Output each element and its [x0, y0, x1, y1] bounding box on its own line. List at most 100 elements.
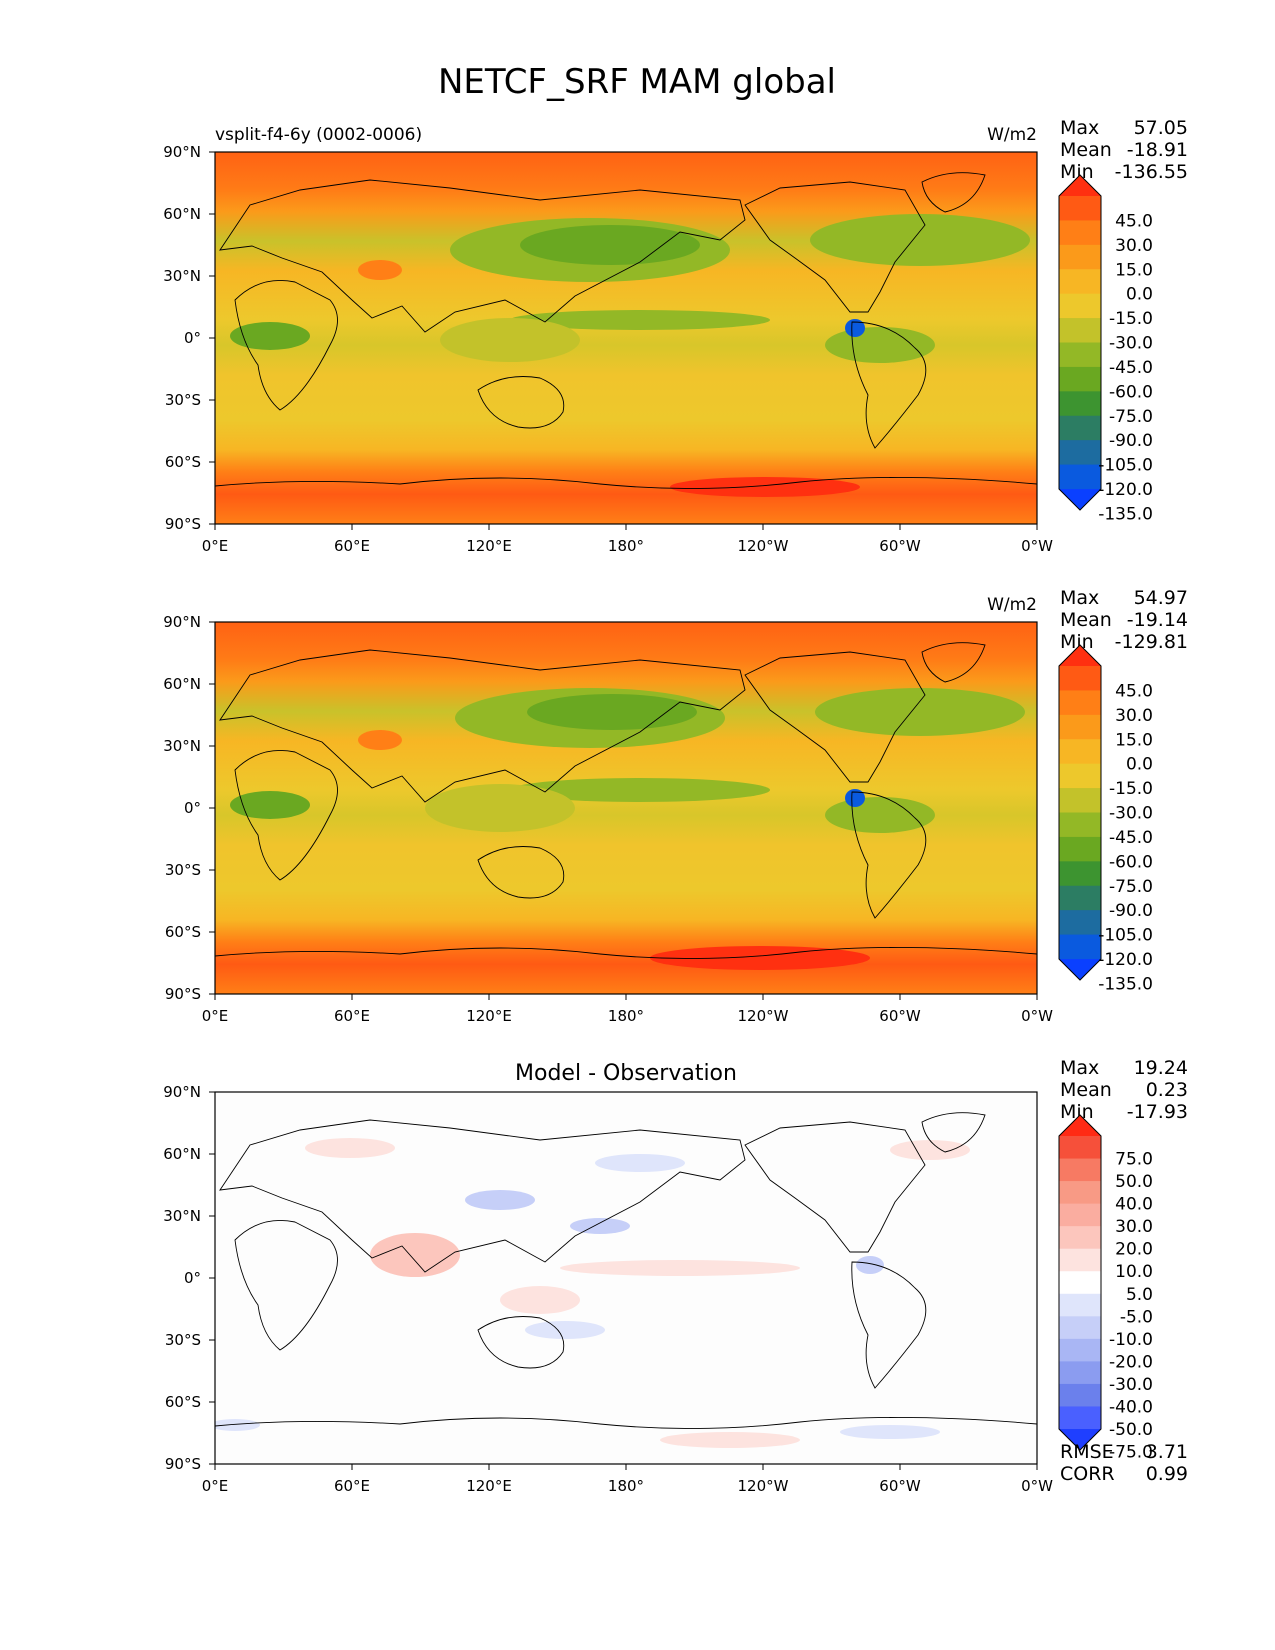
metric-value-corr: 0.99 — [1146, 1463, 1188, 1485]
colorbar-level-label: -135.0 — [1098, 974, 1153, 994]
colorbar-segment — [1059, 391, 1101, 417]
colorbar-level-label: -135.0 — [1098, 504, 1153, 524]
y-tick-label: 90°S — [165, 1455, 201, 1473]
coastline-australia — [477, 846, 565, 899]
stat-label-min: Min — [1060, 1101, 1094, 1123]
figure-title: NETCF_SRF MAM global — [438, 62, 836, 102]
colorbar-level-label: 15.0 — [1115, 260, 1153, 280]
colorbar-segment — [1059, 1226, 1101, 1250]
colorbar: 75.050.0 40.030.0 20.010.0 5.0-5.0 -10.0-20.… — [1058, 1114, 1153, 1463]
field-blob — [856, 1256, 884, 1274]
field-blob — [825, 797, 935, 833]
y-tick-label: 60°S — [165, 923, 201, 941]
stat-label-mean: Mean — [1060, 139, 1112, 161]
colorbar-segment — [1059, 1361, 1101, 1385]
x-tick-label: 60°E — [334, 1007, 370, 1025]
coastline-africa — [234, 280, 338, 411]
field-blob — [525, 1321, 605, 1339]
coastline-south-america — [851, 321, 927, 449]
colorbar-segment — [1059, 464, 1101, 490]
panel-center-title: Model - Observation — [515, 1061, 737, 1086]
field-blob — [890, 1140, 970, 1160]
colorbar: 45.0 30.0 15.0 0.0 -15.0 -30.0 -45.0 -60.0 -75.0… — [1058, 644, 1153, 994]
coastline-africa — [234, 750, 338, 881]
field-blob — [840, 1425, 940, 1439]
coastline-australia — [477, 1316, 565, 1369]
colorbar-segment — [1059, 293, 1101, 319]
x-tick-label: 60°W — [879, 537, 921, 555]
field-blob — [825, 327, 935, 363]
colorbar-level-label: 30.0 — [1115, 1217, 1153, 1237]
coastline-antarctica — [215, 947, 1037, 959]
x-tick-label: 60°W — [879, 1477, 921, 1495]
colorbar-segment — [1059, 1406, 1101, 1430]
colorbar-segment — [1059, 1248, 1101, 1272]
colorbar-outline — [1058, 644, 1102, 981]
stat-value-mean: -18.91 — [1127, 139, 1188, 161]
field-blob — [425, 784, 575, 832]
colorbar-level-label: -5.0 — [1120, 1307, 1153, 1327]
colorbar-level-label: -40.0 — [1109, 1397, 1153, 1417]
colorbar-level-label: -30.0 — [1109, 804, 1153, 824]
field-blob — [230, 322, 310, 350]
colorbar-level-label: -20.0 — [1109, 1352, 1153, 1372]
colorbar-level-label: 20.0 — [1115, 1240, 1153, 1260]
field-blob — [305, 1138, 395, 1158]
field-blob — [560, 1260, 800, 1276]
metric-label-corr: CORR — [1060, 1463, 1115, 1485]
colorbar-segment — [1059, 342, 1101, 368]
y-tick-label: 90°N — [163, 143, 201, 161]
stat-label-max: Max — [1060, 117, 1099, 139]
colorbar-level-label: -75.0 — [1109, 877, 1153, 897]
colorbar-level-label: -75.0 — [1109, 1443, 1153, 1463]
colorbar-level-label: 50.0 — [1115, 1172, 1153, 1192]
field-blob — [510, 778, 770, 802]
x-tick-label: 60°W — [879, 1007, 921, 1025]
colorbar-level-label: -45.0 — [1109, 358, 1153, 378]
colorbar-segment — [1059, 1293, 1101, 1317]
y-axis: 90°N 60°N 30°N 0° 30°S 60°S 90°S — [163, 1083, 215, 1473]
y-tick-label: 0° — [184, 799, 201, 817]
colorbar-extend-top — [1059, 1115, 1101, 1136]
metrics: RMSE 3.71 CORR 0.99 — [1060, 1441, 1188, 1485]
colorbar-extend-bottom — [1059, 959, 1101, 980]
colorbar-segment — [1059, 910, 1101, 936]
panel-difference: Model - Observation — [163, 1057, 1188, 1495]
coastlines — [215, 642, 1037, 959]
coastline-north-america — [744, 1121, 926, 1253]
colorbar-segment — [1059, 861, 1101, 887]
stat-value-min: -136.55 — [1115, 161, 1188, 183]
colorbar-level-label: -45.0 — [1109, 828, 1153, 848]
colorbar-level-label: 15.0 — [1115, 730, 1153, 750]
colorbar-level-label: 40.0 — [1115, 1195, 1153, 1215]
colorbar-segment — [1059, 318, 1101, 343]
y-tick-label: 30°S — [165, 861, 201, 879]
colorbar-segment — [1059, 788, 1101, 813]
colorbar-segment — [1059, 739, 1101, 765]
stats: Max 57.05 Mean -18.91 Min -136.55 — [1060, 117, 1188, 183]
stat-value-mean: -19.14 — [1127, 609, 1188, 631]
x-tick-label: 120°E — [466, 1007, 512, 1025]
colorbar-level-label: -60.0 — [1109, 382, 1153, 402]
panel-units: W/m2 — [987, 595, 1037, 615]
field-blob — [500, 1286, 580, 1314]
colorbar-level-label: -120.0 — [1098, 480, 1153, 500]
field-blob — [358, 260, 402, 280]
colorbar-level-label: -105.0 — [1098, 926, 1153, 946]
field-blob — [570, 1218, 630, 1234]
colorbar-level-label: 5.0 — [1126, 1285, 1153, 1305]
colorbar-level-label: -30.0 — [1109, 1375, 1153, 1395]
colorbar-level-label: 0.0 — [1126, 285, 1153, 305]
y-tick-label: 60°N — [163, 1145, 201, 1163]
field-blob — [465, 1190, 535, 1210]
x-tick-label: 180° — [608, 1007, 644, 1025]
x-tick-label: 60°E — [334, 537, 370, 555]
colorbar-level-label: -120.0 — [1098, 950, 1153, 970]
field-blob — [370, 1233, 460, 1277]
colorbar-segment — [1059, 269, 1101, 295]
x-axis: 0°E 60°E 120°E 180° 120°W 60°W 0°W — [202, 1464, 1053, 1495]
colorbar-segment — [1059, 220, 1101, 246]
x-tick-label: 0°W — [1021, 1477, 1053, 1495]
coastline-antarctica — [215, 477, 1037, 489]
y-tick-label: 30°S — [165, 391, 201, 409]
